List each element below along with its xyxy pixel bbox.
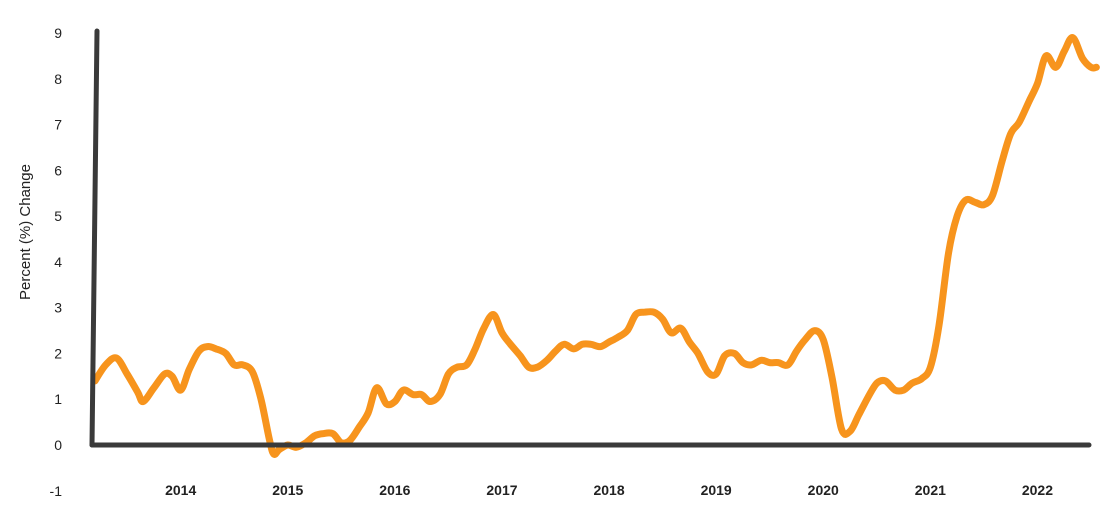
x-tick-label: 2017 [486, 482, 517, 498]
x-tick-label: 2021 [915, 482, 946, 498]
x-tick-label: 2015 [272, 482, 303, 498]
y-tick-label: 5 [54, 208, 62, 224]
y-tick-label: 8 [54, 71, 62, 87]
series-line [91, 34, 1100, 458]
y-tick-label: 2 [54, 345, 62, 361]
y-tick-label: 1 [54, 391, 62, 407]
x-tick-label: 2020 [808, 482, 839, 498]
y-axis-title: Percent (%) Change [17, 164, 34, 300]
y-tick-label: 4 [54, 254, 62, 270]
x-tick-label: 2019 [701, 482, 732, 498]
x-tick-label: 2014 [165, 482, 196, 498]
y-tick-label: 7 [54, 117, 62, 133]
y-tick-label: -1 [50, 483, 63, 499]
y-axis-line [89, 28, 100, 448]
y-tick-label: 9 [54, 25, 62, 41]
y-tick-label: 3 [54, 300, 62, 316]
x-tick-label: 2022 [1022, 482, 1053, 498]
x-tick-label: 2018 [593, 482, 624, 498]
y-tick-label: 0 [54, 437, 62, 453]
y-tick-label: 6 [54, 162, 62, 178]
x-tick-labels: 2014 2015 2016 2017 2018 2019 2020 2021 2022 [165, 482, 1053, 498]
y-tick-labels: -1 0 1 2 3 4 5 6 7 8 9 [50, 25, 63, 499]
x-tick-label: 2016 [379, 482, 410, 498]
